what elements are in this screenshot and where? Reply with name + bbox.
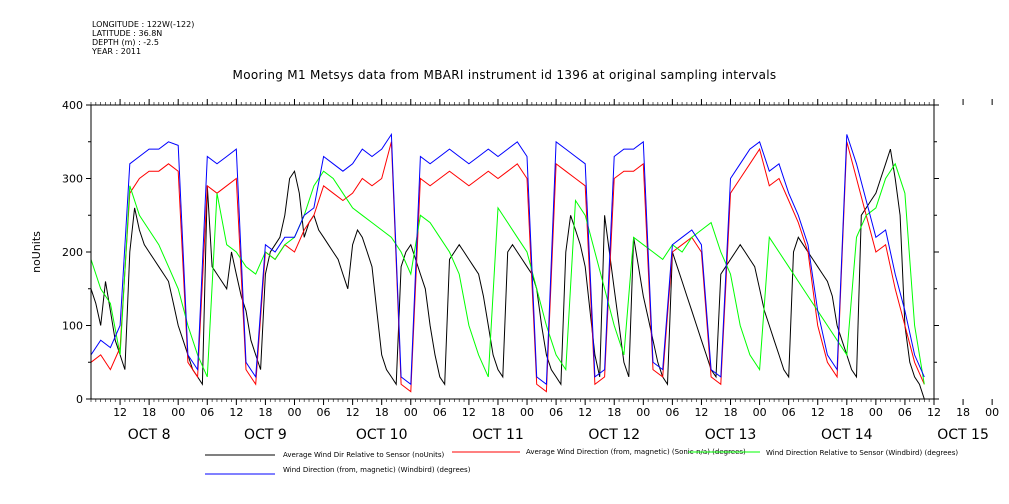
legend-label-0: Average Wind Dir Relative to Sensor (noU… (283, 451, 444, 459)
x-tick-label: 18 (375, 406, 389, 419)
x-day-label: OCT 12 (588, 427, 640, 443)
y-tick-label: 300 (62, 173, 83, 186)
legend-label-1: Average Wind Direction (from, magnetic) … (526, 448, 746, 456)
x-tick-label: 06 (200, 406, 214, 419)
meta-longitude: LONGITUDE : 122W(-122) (92, 20, 195, 29)
x-tick-label: 18 (724, 406, 738, 419)
series-line-0 (90, 148, 930, 400)
x-tick-label: 00 (520, 406, 534, 419)
x-tick-label: 12 (113, 406, 127, 419)
x-day-label: OCT 10 (356, 427, 408, 443)
series-line-3 (90, 132, 925, 386)
x-day-label: OCT 14 (821, 427, 873, 443)
x-tick-label: 12 (578, 406, 592, 419)
x-day-label: OCT 8 (128, 427, 171, 443)
y-tick-label: 400 (62, 99, 83, 112)
x-tick-label: 00 (404, 406, 418, 419)
x-tick-label: 18 (607, 406, 621, 419)
x-tick-label: 06 (898, 406, 912, 419)
x-tick-label: 06 (665, 406, 679, 419)
x-tick-label: 00 (985, 406, 999, 419)
x-tick-label: 00 (869, 406, 883, 419)
x-tick-label: 12 (694, 406, 708, 419)
x-day-label: OCT 13 (705, 427, 757, 443)
x-tick-label: 18 (258, 406, 272, 419)
x-tick-label: 00 (171, 406, 185, 419)
x-tick-label: 18 (491, 406, 505, 419)
series-line-1 (90, 141, 925, 393)
x-day-label: OCT 9 (244, 427, 287, 443)
series-line-2 (90, 162, 925, 385)
x-tick-label: 12 (229, 406, 243, 419)
x-day-label: OCT 15 (937, 427, 989, 443)
meta-year: YEAR : 2011 (92, 47, 142, 56)
x-tick-label: 06 (549, 406, 563, 419)
x-tick-label: 18 (142, 406, 156, 419)
x-tick-label: 12 (346, 406, 360, 419)
chart-title: Mooring M1 Metsys data from MBARI instru… (232, 68, 777, 82)
legend-layer: Average Wind Dir Relative to Sensor (noU… (205, 448, 958, 475)
x-tick-label: 06 (317, 406, 331, 419)
axis-layer: 0 100 200 300 400 noUnits 12 18 00 06 12 18 00 06 12 18… (30, 99, 999, 443)
x-tick-label: 06 (782, 406, 796, 419)
x-tick-label: 12 (462, 406, 476, 419)
x-tick-label: 00 (636, 406, 650, 419)
x-tick-label: 00 (753, 406, 767, 419)
series-layer (90, 132, 930, 400)
y-axis-label: noUnits (30, 231, 43, 273)
x-tick-label: 18 (956, 406, 970, 419)
x-tick-label: 06 (433, 406, 447, 419)
x-tick-label: 12 (927, 406, 941, 419)
y-tick-label: 200 (62, 246, 83, 259)
x-tick-label: 12 (811, 406, 825, 419)
meta-latitude: LATITUDE : 36.8N (92, 29, 163, 38)
legend-label-2: Wind Direction Relative to Sensor (Windb… (766, 449, 958, 457)
station-metadata: LONGITUDE : 122W(-122) LATITUDE : 36.8N … (92, 20, 194, 56)
y-tick-label: 0 (76, 393, 83, 406)
x-tick-label: 00 (287, 406, 301, 419)
y-tick-label: 100 (62, 320, 83, 333)
x-tick-label: 18 (840, 406, 854, 419)
x-day-label: OCT 11 (472, 427, 524, 443)
meta-depth: DEPTH (m) : -2.5 (92, 38, 159, 47)
legend-label-3: Wind Direction (from, magnetic) (Windbir… (283, 466, 471, 474)
